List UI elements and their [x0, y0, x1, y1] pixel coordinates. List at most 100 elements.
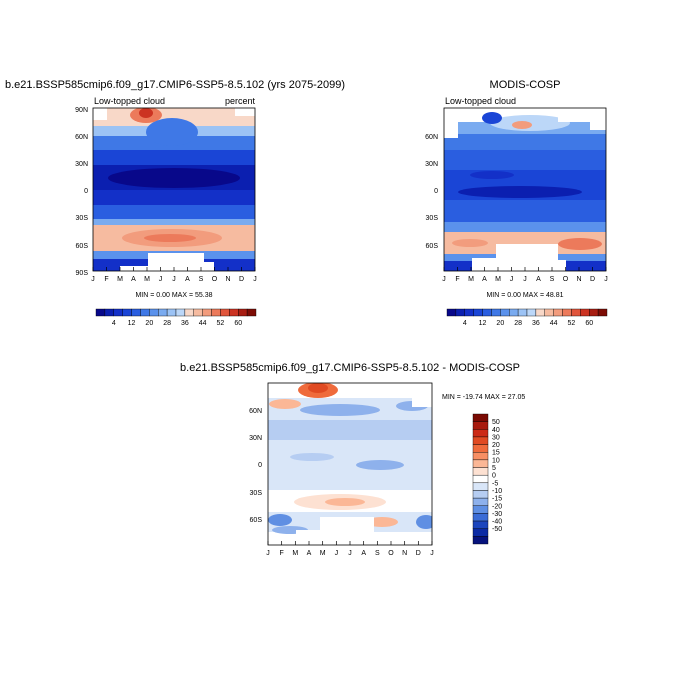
- panel-2-min-max: MIN = 0.00 MAX = 48.81: [486, 292, 563, 299]
- colorbar-label: -20: [492, 503, 502, 510]
- colorbar-swatch: [122, 308, 132, 317]
- colorbar-label: 40: [492, 427, 500, 434]
- panel-3-min-max: MIN = -19.74 MAX = 27.05: [442, 394, 525, 401]
- panel-1-ytick: 60N: [75, 134, 88, 141]
- colorbar-label: 10: [492, 457, 500, 464]
- colorbar-label: 60: [585, 320, 593, 327]
- colorbar-swatch: [580, 308, 590, 317]
- colorbar-label: -40: [492, 519, 502, 526]
- x-tick-label: M: [144, 276, 150, 283]
- colorbar-swatch: [229, 308, 239, 317]
- panel-3-title: b.e21.BSSP585cmip6.f09_g17.CMIP6-SSP5-8.…: [180, 362, 520, 374]
- panel-3-ytick: 0: [258, 462, 262, 469]
- colorbar-label: 36: [532, 320, 540, 327]
- x-tick-label: J: [172, 276, 176, 283]
- x-tick-label: J: [335, 550, 339, 557]
- colorbar-swatch: [473, 308, 483, 317]
- colorbar-swatch: [446, 308, 457, 317]
- x-tick-label: J: [442, 276, 446, 283]
- panel-2: MODIS-COSP Low-topped cloud: [425, 79, 608, 327]
- colorbar-swatch: [571, 308, 581, 317]
- colorbar-swatch: [472, 536, 489, 545]
- x-tick-label: M: [292, 550, 298, 557]
- x-tick-label: J: [430, 550, 434, 557]
- colorbar-swatch: [472, 459, 489, 468]
- colorbar-swatch: [472, 497, 489, 506]
- panel-1-y-axis: 90N 60N 30N 0 30S 60S 90S: [75, 107, 88, 277]
- colorbar-swatch: [589, 308, 599, 317]
- colorbar-label: 5: [492, 465, 496, 472]
- panel-3: b.e21.BSSP585cmip6.f09_g17.CMIP6-SSP5-8.…: [180, 362, 525, 557]
- x-tick-label: A: [482, 276, 487, 283]
- panel-1-variable-label: Low-topped cloud: [94, 96, 165, 106]
- colorbar-swatch: [193, 308, 203, 317]
- panel-1-colorbar: 4 12 20 28 36 44 52 60: [95, 308, 257, 327]
- x-tick-label: N: [225, 276, 230, 283]
- panel-1-min-max: MIN = 0.00 MAX = 55.38: [135, 292, 212, 299]
- panel-1-units-label: percent: [225, 96, 256, 106]
- colorbar-label: 4: [112, 320, 116, 327]
- x-tick-label: J: [510, 276, 514, 283]
- x-tick-label: A: [131, 276, 136, 283]
- panel-3-ytick: 30N: [249, 435, 262, 442]
- panel-2-ytick: 60S: [426, 243, 439, 250]
- colorbar-swatch: [149, 308, 159, 317]
- panel-1-ytick: 90S: [76, 270, 89, 277]
- colorbar-swatch: [246, 308, 257, 317]
- colorbar-label: 60: [234, 320, 242, 327]
- colorbar-label: 52: [217, 320, 225, 327]
- colorbar-label: -10: [492, 488, 502, 495]
- colorbar-label: 28: [514, 320, 522, 327]
- colorbar-swatch: [472, 520, 489, 529]
- x-tick-label: J: [604, 276, 608, 283]
- panel-3-ytick: 60S: [250, 517, 263, 524]
- colorbar-swatch: [472, 429, 489, 438]
- panel-1-title: b.e21.BSSP585cmip6.f09_g17.CMIP6-SSP5-8.…: [5, 79, 345, 91]
- x-tick-label: A: [307, 550, 312, 557]
- colorbar-swatch: [472, 505, 489, 514]
- colorbar-swatch: [482, 308, 492, 317]
- colorbar-swatch: [113, 308, 123, 317]
- panel-3-ytick: 60N: [249, 408, 262, 415]
- colorbar-swatch: [472, 452, 489, 461]
- panel-2-field: [444, 108, 606, 271]
- colorbar-swatch: [472, 421, 489, 430]
- colorbar-label: 52: [568, 320, 576, 327]
- colorbar-label: -5: [492, 480, 498, 487]
- colorbar-label: 44: [199, 320, 207, 327]
- colorbar-swatch: [472, 528, 489, 537]
- colorbar-label: 30: [492, 434, 500, 441]
- colorbar-label: -50: [492, 526, 502, 533]
- colorbar-swatch: [597, 308, 608, 317]
- x-tick-label: J: [266, 550, 270, 557]
- x-tick-label: M: [495, 276, 501, 283]
- colorbar-swatch: [464, 308, 474, 317]
- colorbar-swatch: [526, 308, 537, 317]
- colorbar-swatch: [202, 308, 212, 317]
- colorbar-swatch: [455, 308, 465, 317]
- x-tick-label: A: [185, 276, 190, 283]
- colorbar-label: 12: [479, 320, 487, 327]
- colorbar-swatch: [517, 308, 528, 317]
- colorbar-swatch: [491, 308, 501, 317]
- x-tick-label: O: [388, 550, 394, 557]
- colorbar-swatch: [220, 308, 230, 317]
- panel-3-field: [268, 383, 432, 545]
- colorbar-swatch: [104, 308, 114, 317]
- colorbar-swatch: [535, 308, 545, 317]
- panel-2-colorbar: 4 12 20 28 36 44 52 60: [446, 308, 608, 327]
- x-tick-label: N: [402, 550, 407, 557]
- panel-3-y-axis: 60N 30N 0 30S 60S: [249, 408, 262, 524]
- x-tick-label: F: [455, 276, 459, 283]
- x-tick-label: M: [468, 276, 474, 283]
- colorbar-swatch: [500, 308, 510, 317]
- colorbar-swatch: [238, 308, 248, 317]
- panel-1: b.e21.BSSP585cmip6.f09_g17.CMIP6-SSP5-8.…: [5, 79, 345, 327]
- x-tick-label: J: [91, 276, 95, 283]
- x-tick-label: O: [563, 276, 569, 283]
- colorbar-swatch: [472, 413, 489, 422]
- panel-2-ytick: 60N: [425, 134, 438, 141]
